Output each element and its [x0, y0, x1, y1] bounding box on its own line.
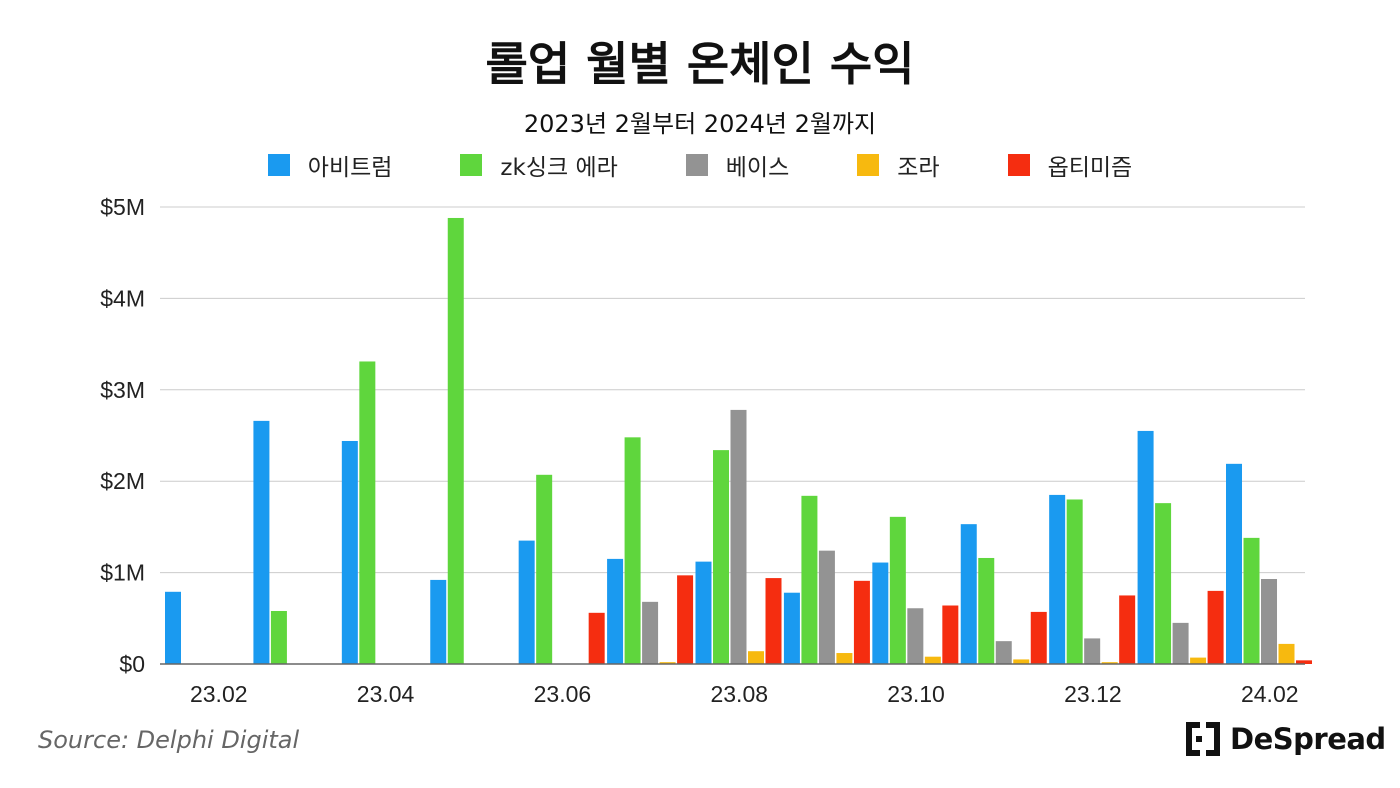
bar	[1296, 660, 1313, 664]
bar	[430, 579, 447, 664]
bar	[518, 540, 535, 664]
bar	[1207, 590, 1224, 664]
bar	[818, 550, 835, 664]
x-tick-label: 23.06	[534, 681, 592, 707]
legend-swatch	[267, 154, 290, 176]
bar	[960, 524, 977, 664]
despread-logo-icon	[1186, 722, 1220, 756]
legend-label: 옵티미즘	[1047, 155, 1133, 181]
x-tick-label: 23.04	[357, 681, 415, 707]
legend-label: zk싱크 에라	[500, 155, 618, 181]
legend-swatch	[685, 154, 708, 176]
bar	[1278, 643, 1295, 664]
chart-subtitle: 2023년 2월부터 2024년 2월까지	[523, 110, 877, 138]
bar	[447, 217, 464, 664]
bar	[642, 601, 659, 664]
bar	[165, 591, 181, 664]
bar	[1013, 659, 1030, 664]
y-tick-label: $5M	[100, 194, 145, 220]
bar	[1066, 499, 1083, 664]
bar	[253, 420, 270, 664]
legend-item: 옵티미즘	[1007, 148, 1133, 182]
brand-name: DeSpread	[1230, 722, 1386, 756]
legend-label: 조라	[897, 155, 940, 181]
bar	[588, 612, 605, 664]
y-tick-label: $0	[119, 651, 145, 677]
bar	[765, 578, 782, 664]
legend-item: zk싱크 에라	[460, 148, 618, 182]
bar	[1261, 578, 1278, 664]
bar	[536, 474, 553, 664]
bar	[853, 580, 870, 664]
bar	[730, 409, 747, 664]
x-tick-label: 23.10	[887, 681, 945, 707]
legend-swatch	[1007, 154, 1030, 176]
bar	[624, 437, 641, 664]
chart-title: 롤업 월별 온체인 수익	[485, 37, 915, 91]
bar	[1190, 657, 1207, 664]
bar	[1030, 611, 1047, 664]
y-tick-label: $2M	[100, 468, 145, 494]
bar	[1243, 537, 1260, 664]
legend-item: 아비트럼	[267, 148, 393, 182]
bar	[1226, 463, 1243, 664]
bar	[270, 610, 287, 664]
legend-swatch	[857, 154, 880, 176]
bar	[713, 450, 730, 664]
y-tick-label: $3M	[100, 377, 145, 403]
legend-label: 아비트럼	[307, 155, 393, 181]
bar	[924, 656, 941, 664]
bar	[1137, 430, 1154, 664]
x-tick-label: 24.02	[1241, 681, 1299, 707]
bar	[677, 575, 694, 664]
bar	[1101, 662, 1118, 664]
legend-swatch	[460, 154, 483, 176]
bar	[607, 558, 624, 664]
bar	[836, 653, 853, 664]
legend-label: 베이스	[725, 155, 790, 181]
bar	[1084, 638, 1101, 664]
x-tick-label: 23.02	[190, 681, 248, 707]
x-tick-label: 23.08	[710, 681, 768, 707]
bar	[1172, 622, 1189, 664]
bar	[695, 561, 712, 664]
bar	[995, 641, 1012, 664]
bar	[1049, 494, 1066, 664]
bar	[942, 605, 959, 664]
bar	[748, 651, 765, 664]
legend: 아비트럼 zk싱크 에라 베이스 조라 옵티미즘	[0, 148, 1400, 182]
x-tick-label: 23.12	[1064, 681, 1122, 707]
source-note: Source: Delphi Digital	[38, 726, 300, 754]
bar	[978, 557, 995, 664]
bar	[783, 592, 800, 664]
legend-item: 베이스	[685, 148, 790, 182]
bar	[872, 562, 889, 664]
bar	[889, 516, 906, 664]
bar	[659, 662, 676, 664]
y-tick-label: $4M	[100, 285, 145, 311]
bar	[801, 495, 818, 664]
legend-item: 조라	[857, 148, 940, 182]
bar	[1119, 595, 1136, 664]
bar	[907, 608, 924, 664]
bar	[359, 361, 376, 664]
y-tick-label: $1M	[100, 560, 145, 586]
bar	[1155, 503, 1172, 664]
brand: DeSpread	[1186, 722, 1386, 756]
bar	[341, 440, 358, 664]
